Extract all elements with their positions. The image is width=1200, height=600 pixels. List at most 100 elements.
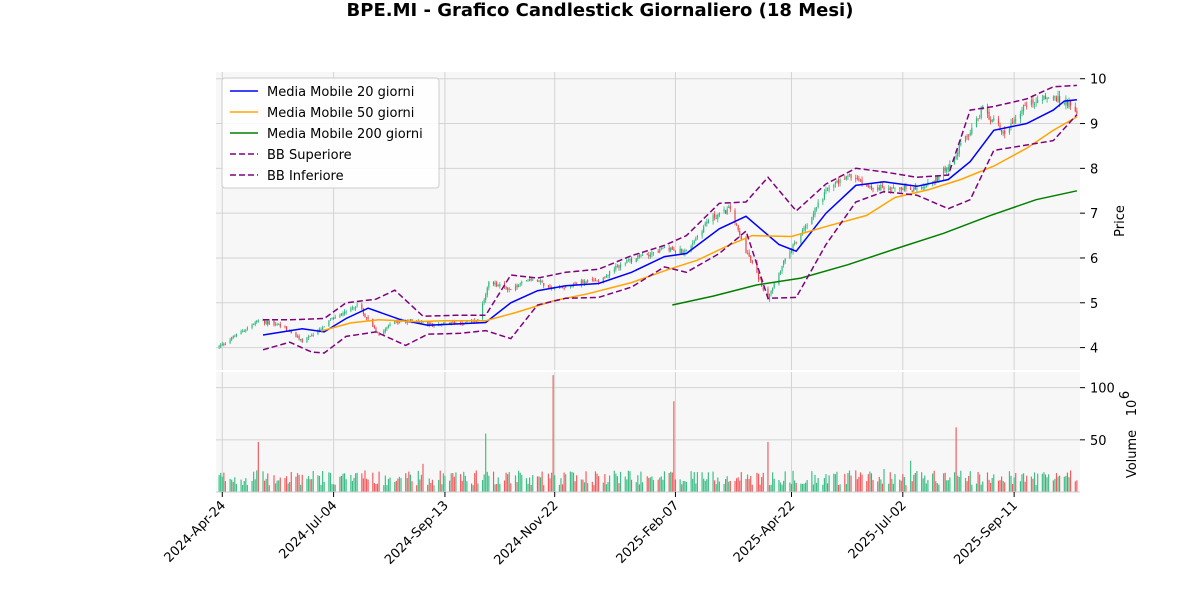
volume-bar: [453, 476, 455, 492]
candle-body: [845, 176, 847, 180]
volume-bar: [845, 483, 847, 492]
volume-bar: [221, 476, 223, 492]
candle-body: [383, 330, 385, 335]
candle-body: [825, 190, 827, 192]
candle-body: [262, 320, 264, 322]
volume-bar: [922, 478, 924, 492]
price-tick-label: 6: [1090, 252, 1098, 267]
volume-bar: [398, 476, 401, 492]
volume-bar: [856, 479, 858, 492]
candle-body: [602, 277, 604, 284]
volume-bar: [521, 475, 523, 492]
volume-bar: [626, 479, 628, 492]
volume-bar: [268, 485, 270, 492]
candle-body: [279, 324, 281, 327]
volume-bar: [942, 473, 945, 492]
candle-body: [648, 254, 650, 257]
candle-body: [510, 289, 512, 290]
candle-body: [812, 214, 815, 218]
volume-bar: [836, 471, 838, 492]
candle-body: [471, 320, 473, 323]
volume-bar: [979, 474, 981, 492]
volume-bar: [594, 471, 597, 492]
candle-body: [486, 287, 488, 295]
candle-body: [576, 283, 578, 285]
candle-body: [320, 329, 322, 331]
volume-bar: [541, 471, 543, 492]
volume-bar: [433, 485, 435, 492]
volume-axis-label: Volume: [1125, 430, 1140, 478]
candle-body: [488, 281, 490, 288]
candle-body: [231, 337, 233, 341]
candle-body: [384, 329, 386, 332]
candle-body: [811, 217, 813, 225]
volume-bar: [351, 481, 354, 492]
volume-bar: [273, 475, 275, 492]
candle-body: [690, 245, 692, 251]
volume-bar: [264, 480, 266, 492]
volume-bar: [932, 473, 934, 492]
candle-body: [1074, 106, 1076, 112]
volume-bar: [1002, 480, 1004, 492]
candle-body: [773, 283, 775, 288]
candle-body: [311, 335, 313, 337]
volume-bar: [823, 478, 825, 492]
volume-bar: [729, 480, 731, 492]
volume-bar: [312, 470, 314, 492]
candle-body: [957, 152, 959, 157]
candle-body: [800, 233, 802, 243]
candle-body: [1041, 99, 1043, 101]
candle-body: [781, 266, 783, 272]
volume-bar: [704, 480, 706, 492]
volume-bar: [745, 478, 747, 492]
candle-body: [221, 343, 223, 346]
volume-bar: [386, 485, 388, 492]
candle-body: [795, 241, 797, 243]
candle-body: [618, 265, 620, 268]
candle-body: [914, 186, 916, 190]
candle-body: [334, 316, 336, 319]
x-tick-label: 2025-Feb-07: [614, 498, 683, 567]
price-tick-label: 4: [1090, 342, 1098, 357]
volume-bar: [525, 478, 528, 492]
volume-bar: [913, 474, 915, 492]
candle-body: [659, 249, 661, 253]
series-line-3: [263, 84, 1077, 321]
volume-bar: [670, 471, 672, 492]
candle-body: [866, 184, 868, 187]
volume-bar: [362, 478, 364, 492]
volume-bar: [519, 472, 521, 492]
candle-body: [847, 175, 849, 177]
candle-body: [333, 318, 335, 320]
volume-bar: [726, 476, 728, 492]
candle-body: [496, 282, 498, 287]
volume-bar: [717, 477, 719, 492]
candle-body: [924, 187, 926, 188]
volume-bar: [411, 481, 413, 492]
volume-bar: [529, 477, 531, 492]
candle-body: [870, 185, 873, 190]
volume-bar: [307, 476, 310, 492]
candle-body: [637, 255, 639, 260]
x-axis: 2024-Apr-24 2024-Jul-04 2024-Sep-13 2024-No…: [162, 492, 1021, 568]
candle-body: [224, 343, 226, 345]
volume-bar: [872, 480, 874, 492]
volume-bar: [779, 482, 782, 492]
candle-body: [1043, 95, 1045, 100]
candle-body: [582, 279, 584, 283]
candle-body: [328, 320, 330, 327]
candle-body: [646, 254, 648, 256]
volume-bar: [224, 481, 226, 492]
volume-bar: [536, 476, 539, 492]
volume-bar: [322, 471, 324, 492]
candle-body: [361, 304, 363, 310]
candle-body: [561, 286, 564, 289]
candle-body: [428, 322, 430, 326]
volume-bar: [964, 477, 967, 492]
volume-bar: [375, 484, 377, 492]
candle-body: [409, 319, 412, 321]
volume-bar: [416, 485, 418, 492]
volume-bar: [955, 427, 957, 492]
volume-bar: [859, 472, 862, 492]
candle-body: [848, 173, 851, 175]
